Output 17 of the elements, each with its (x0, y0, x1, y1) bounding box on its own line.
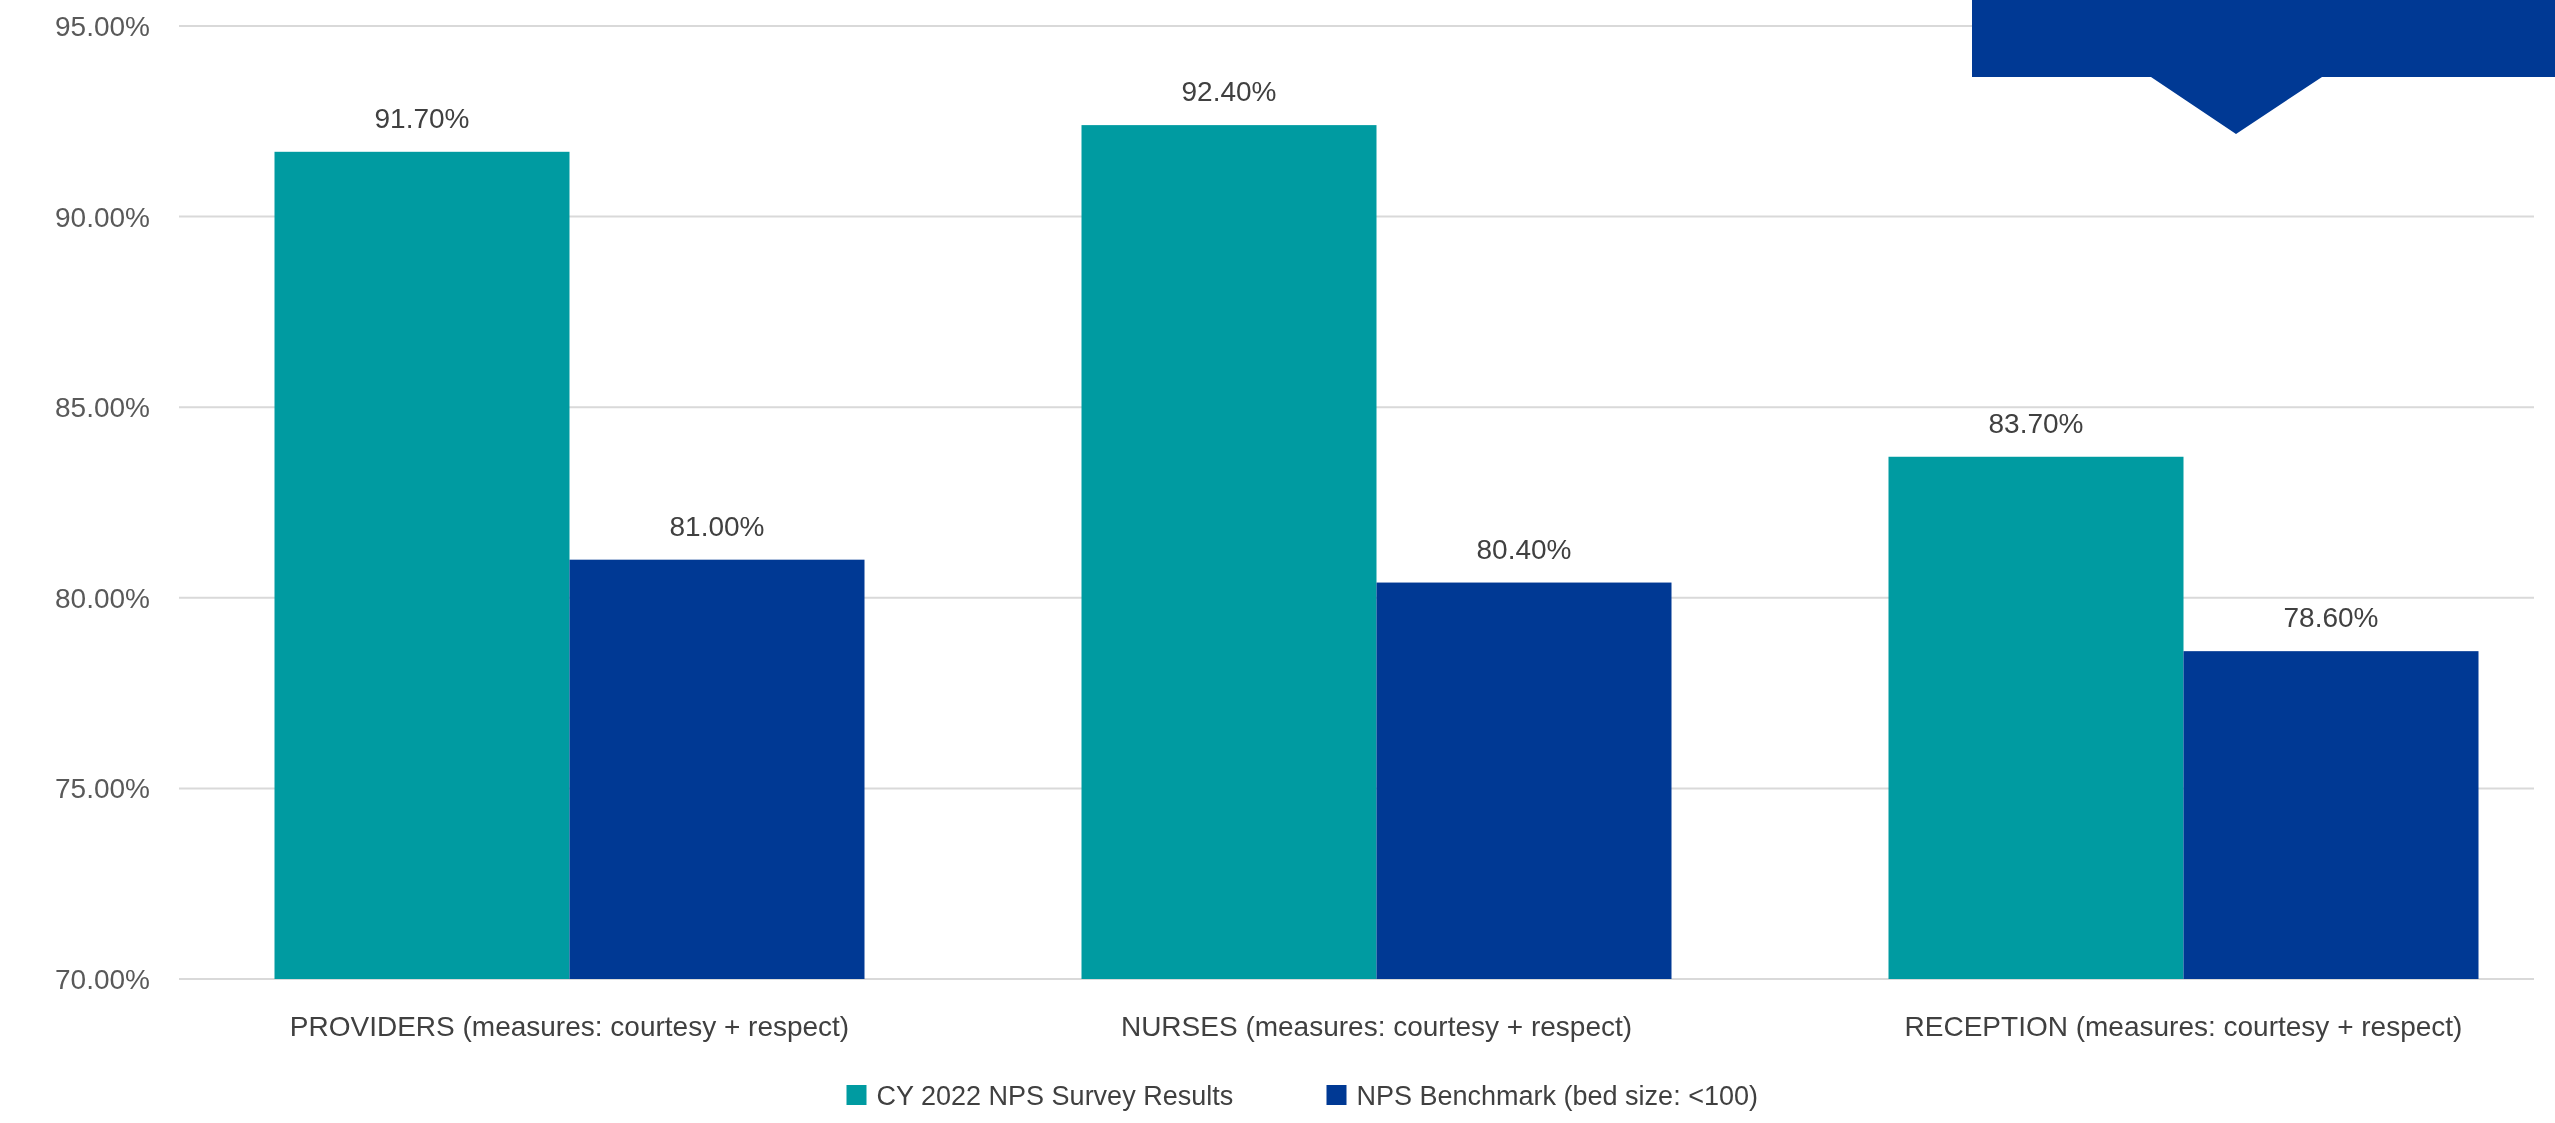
x-tick-label: RECEPTION (measures: courtesy + respect) (1904, 1011, 2463, 1042)
y-tick-label: 70.00% (55, 964, 150, 995)
data-label: 92.40% (1181, 76, 1277, 108)
y-tick-label: 75.00% (55, 773, 150, 805)
data-label: 78.60% (2283, 602, 2379, 634)
data-label: 91.70% (374, 102, 470, 134)
data-label: 83.70% (1988, 407, 2084, 439)
y-tick-label: 95.00% (55, 11, 150, 42)
x-tick-label: NURSES (measures: courtesy + respect) (1120, 1011, 1633, 1042)
x-tick-label: PROVIDERS (measures: courtesy + respect) (289, 1011, 850, 1042)
y-tick-label: 80.00% (55, 582, 150, 614)
legend-label: NPS Benchmark (bed size: <100) (1356, 1081, 1758, 1111)
legend-label: CY 2022 NPS Survey Results (876, 1081, 1234, 1111)
data-label: 81.00% (669, 510, 765, 542)
data-label: 80.40% (1476, 533, 1572, 565)
y-tick-label: 85.00% (55, 392, 150, 424)
y-tick-label: 90.00% (55, 201, 150, 233)
